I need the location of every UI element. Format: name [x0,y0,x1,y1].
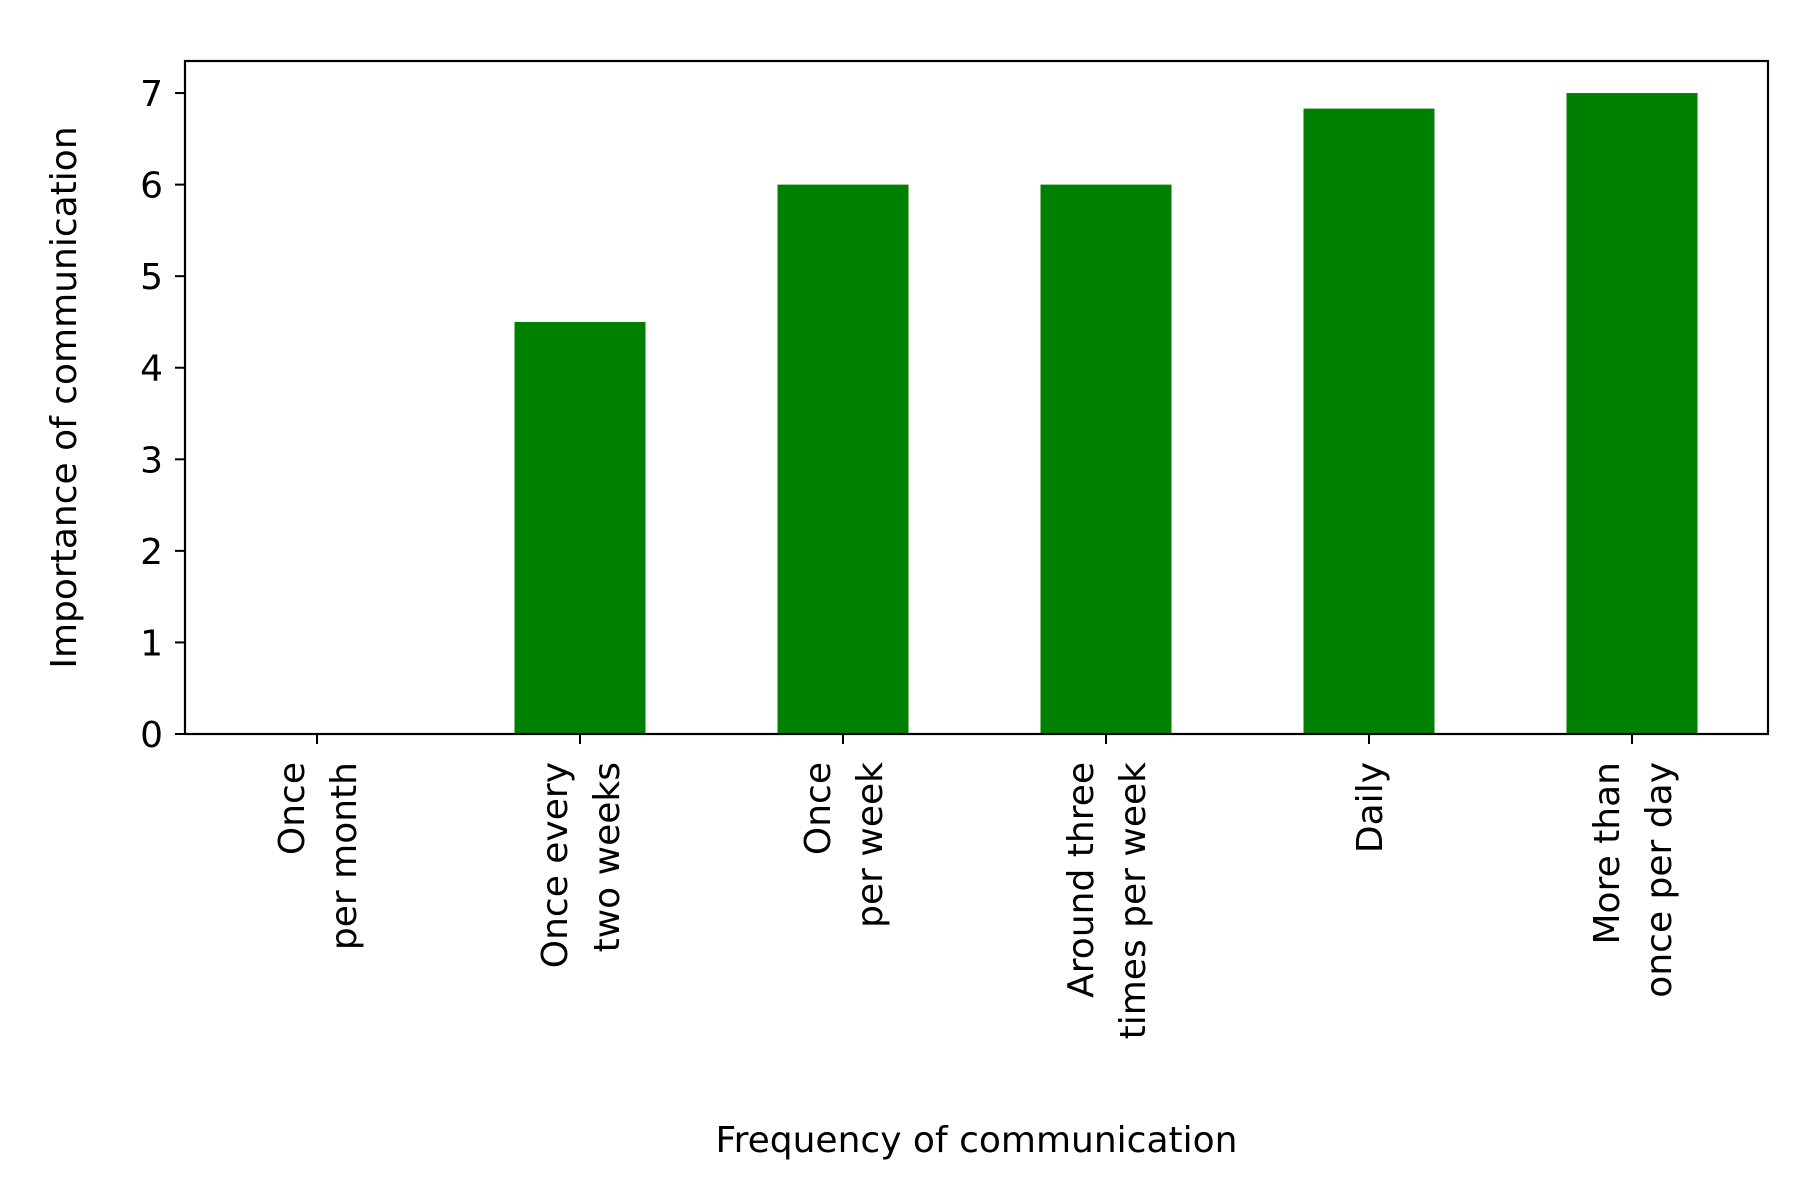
bar [1303,108,1435,735]
x-tick-label: Once per week [798,762,891,928]
x-tick-label-line: two weeks [587,762,628,952]
x-tick-label: More than once per day [1587,762,1680,998]
y-tick-label: 1 [140,623,163,664]
y-tick-label: 0 [140,715,163,756]
bar [777,184,909,734]
bar [514,321,646,734]
x-tick-label: Once every two weeks [535,762,628,968]
x-tick-label-line: More than [1587,762,1628,945]
x-tick-label-line: Once [272,762,313,855]
bar [1040,184,1172,734]
x-tick-label-line: once per day [1639,762,1680,998]
x-tick-label-line: Daily [1350,762,1391,853]
y-tick-label: 5 [140,257,163,298]
x-axis: Once per month Once every two weeks Once per … [272,734,1680,1039]
y-tick-label: 7 [140,74,163,115]
x-tick-label-line: times per week [1113,762,1154,1040]
plot-frame [183,59,1770,736]
y-tick-label: 2 [140,532,163,573]
x-tick-label-line: per week [850,762,891,928]
x-tick-label: Once per month [272,762,365,950]
x-tick-label: Daily [1350,762,1391,853]
bar [1566,93,1698,735]
y-axis-title: Importance of communication [44,126,85,668]
y-tick-label: 6 [140,166,163,207]
x-axis-title: Frequency of communication [716,1120,1238,1161]
x-tick-label-line: per month [324,762,365,950]
x-tick-label-line: Once every [535,762,576,968]
x-tick-label: Around three times per week [1061,762,1154,1040]
y-tick-label: 3 [140,440,163,481]
bars-layer [514,93,1698,735]
y-axis: 0 1 2 3 4 5 6 7 [140,74,185,756]
y-tick-label: 4 [140,349,163,390]
x-tick-label-line: Around three [1061,762,1102,998]
x-tick-label-line: Once [798,762,839,855]
